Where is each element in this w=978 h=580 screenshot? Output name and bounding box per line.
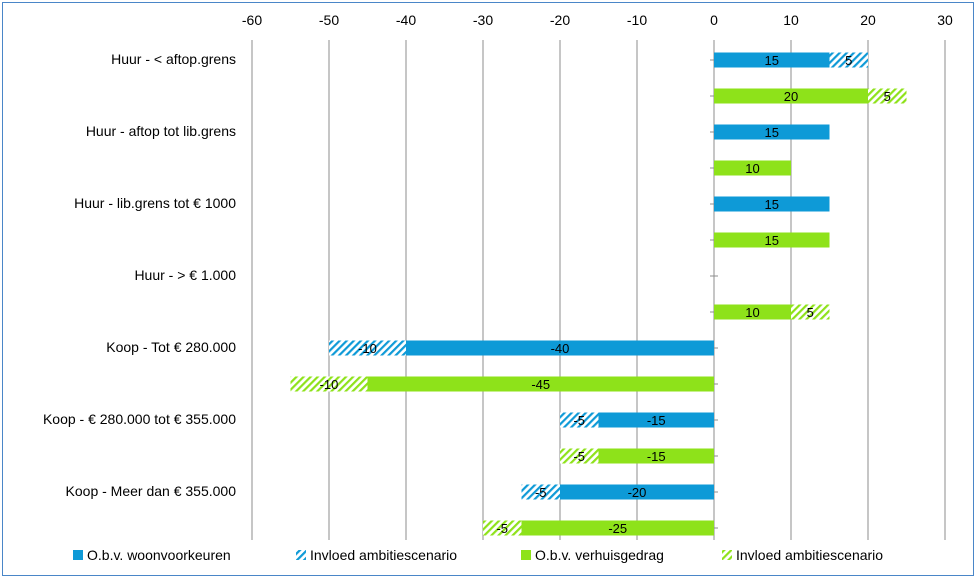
data-label: 5	[884, 89, 891, 104]
bar-woonvoorkeuren-hatched	[329, 340, 406, 356]
data-label: -10	[320, 377, 339, 392]
legend-label: Invloed ambitiescenario	[736, 547, 883, 563]
data-label: -40	[551, 341, 570, 356]
legend: O.b.v. woonvoorkeuren Invloed ambitiescen…	[73, 547, 883, 563]
category-label: Koop - Meer dan € 355.000	[66, 483, 237, 499]
bar-woonvoorkeuren-hatched	[560, 412, 599, 428]
bar-verhuisgedrag-hatched	[560, 448, 599, 464]
x-tick-label: -20	[550, 12, 570, 28]
bar-verhuisgedrag-hatched	[483, 520, 522, 536]
bar-verhuisgedrag-hatched	[868, 88, 907, 104]
bar-verhuisgedrag-solid	[598, 448, 714, 464]
x-tick-label: 30	[937, 12, 953, 28]
bar-woonvoorkeuren-hatched	[829, 52, 868, 68]
x-axis-ticks: -60 -50 -40 -30 -20 -10 0 10 20 30	[242, 12, 953, 28]
data-label: 15	[765, 233, 779, 248]
data-label: 5	[807, 305, 814, 320]
data-label: -20	[628, 485, 647, 500]
data-label: -5	[573, 413, 585, 428]
x-tick-label: -50	[319, 12, 339, 28]
category-labels: Huur - < aftop.grens Huur - aftop tot lib…	[43, 51, 236, 499]
data-label: -45	[531, 377, 550, 392]
bar-woonvoorkeuren-hatched	[521, 484, 560, 500]
category-label: Koop - € 280.000 tot € 355.000	[43, 411, 236, 427]
data-label: 15	[765, 125, 779, 140]
data-label: -5	[573, 449, 585, 464]
category-label: Huur - < aftop.grens	[111, 51, 236, 67]
data-label: -15	[647, 413, 666, 428]
legend-swatch	[521, 550, 531, 560]
x-tick-label: 0	[710, 12, 718, 28]
bar-woonvoorkeuren-solid	[406, 340, 714, 356]
category-label: Huur - lib.grens tot € 1000	[74, 195, 236, 211]
bar-verhuisgedrag-solid	[714, 160, 791, 176]
x-tick-label: 20	[860, 12, 876, 28]
category-label: Koop - Tot € 280.000	[106, 339, 236, 355]
data-label: 10	[745, 305, 759, 320]
bar-verhuisgedrag-solid	[367, 376, 714, 392]
x-tick-label: -30	[473, 12, 493, 28]
bar-verhuisgedrag-hatched	[791, 304, 830, 320]
legend-swatch	[73, 550, 83, 560]
bar-woonvoorkeuren-solid	[714, 124, 830, 140]
bar-verhuisgedrag-solid	[714, 304, 791, 320]
legend-swatch	[722, 550, 732, 560]
category-label: Huur - aftop tot lib.grens	[86, 123, 236, 139]
bar-woonvoorkeuren-solid	[560, 484, 714, 500]
bar-woonvoorkeuren-solid	[714, 196, 830, 212]
x-tick-label: 10	[783, 12, 799, 28]
gridlines	[251, 40, 946, 540]
data-label: -5	[535, 485, 547, 500]
legend-swatch	[296, 550, 306, 560]
bar-verhuisgedrag-solid	[714, 232, 830, 248]
legend-label: O.b.v. verhuisgedrag	[535, 547, 664, 563]
bar-verhuisgedrag-solid	[521, 520, 714, 536]
x-tick-label: -60	[242, 12, 262, 28]
category-label: Huur - > € 1.000	[134, 267, 236, 283]
bar-woonvoorkeuren-solid	[598, 412, 714, 428]
data-label: 15	[765, 53, 779, 68]
data-label: 20	[784, 89, 798, 104]
x-tick-label: -10	[627, 12, 647, 28]
data-label: -15	[647, 449, 666, 464]
data-label: -10	[358, 341, 377, 356]
data-label: -5	[496, 521, 508, 536]
data-label: 15	[765, 197, 779, 212]
data-label: 10	[745, 161, 759, 176]
data-label: 5	[845, 53, 852, 68]
data-label: -25	[608, 521, 627, 536]
bar-woonvoorkeuren-solid	[714, 52, 830, 68]
bar-verhuisgedrag-solid	[714, 88, 868, 104]
legend-label: O.b.v. woonvoorkeuren	[87, 547, 231, 563]
x-tick-label: -40	[396, 12, 416, 28]
legend-label: Invloed ambitiescenario	[310, 547, 457, 563]
bar-verhuisgedrag-hatched	[290, 376, 368, 392]
bars: 15 5 20 5 15 10 15 15 10 5 -40 -10 -45 -10 -15 -5 -15 -5 -…	[290, 52, 907, 536]
